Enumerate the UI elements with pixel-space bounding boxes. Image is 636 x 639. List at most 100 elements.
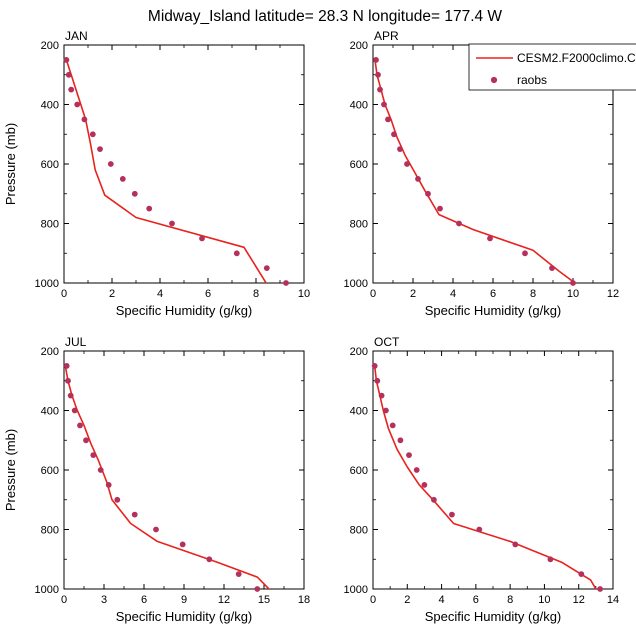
obs-point [397, 437, 404, 444]
obs-point [476, 526, 483, 533]
obs-point [254, 586, 261, 592]
x-tick-label: 2 [109, 288, 115, 300]
x-tick-label: 6 [205, 288, 211, 300]
legend-model-label: CESM2.F2000climo.C [517, 51, 636, 65]
y-tick-label: 200 [41, 346, 59, 358]
y-tick-label: 600 [350, 465, 368, 477]
panel-oct: 0 2 4 6 8 10 12 14 200 400 600 800 1000 OCT Specific H… [344, 335, 620, 624]
obs-point [63, 363, 70, 369]
obs-point [385, 116, 391, 123]
obs-point [389, 422, 396, 429]
obs-point [456, 220, 462, 227]
x-tick-label: 18 [298, 594, 310, 606]
obs-point [522, 250, 528, 257]
x-axis-label: Specific Humidity (g/kg) [116, 609, 253, 624]
y-tick-label: 600 [41, 465, 59, 477]
obs-point [65, 71, 72, 78]
x-tick-label: 0 [61, 288, 67, 300]
model-line [374, 59, 577, 283]
x-tick-label: 12 [573, 594, 585, 606]
obs-point [378, 392, 385, 399]
obs-point [431, 496, 437, 503]
x-tick-label: 6 [141, 594, 147, 606]
x-tick-label: 4 [439, 594, 445, 606]
x-tick-label: 10 [567, 288, 579, 300]
y-axis-label: Pressure (mb) [3, 429, 18, 511]
obs-point [65, 377, 71, 384]
obs-point [63, 57, 70, 63]
obs-point [406, 452, 412, 458]
obs-point [371, 363, 378, 369]
obs-point [83, 437, 89, 444]
x-tick-label: 0 [370, 594, 376, 606]
panel-apr: 0 2 4 6 8 10 12 200 400 600 800 1000 APR Specific Hum… [344, 29, 620, 318]
obs-point [512, 541, 519, 548]
plot-frame [63, 44, 305, 284]
x-axis-label: Specific Humidity (g/kg) [425, 303, 562, 318]
x-tick-label: 4 [450, 288, 456, 300]
obs-point [235, 571, 242, 577]
obs-point [114, 496, 121, 503]
y-tick-label: 1000 [344, 278, 368, 290]
model-line [64, 365, 271, 589]
obs-point [421, 482, 428, 488]
obs-point [105, 482, 112, 488]
y-tick-label: 400 [350, 100, 368, 112]
panel-label: JUL [65, 335, 87, 349]
y-tick-label: 800 [350, 219, 368, 231]
obs-point [413, 467, 420, 473]
obs-point [97, 467, 104, 473]
obs-point [233, 250, 240, 257]
x-tick-label: 10 [298, 288, 310, 300]
obs-point [81, 116, 88, 123]
x-axis-label: Specific Humidity (g/kg) [425, 609, 562, 624]
model-line [373, 365, 597, 589]
obs-point [283, 280, 289, 286]
obs-point [374, 377, 381, 384]
legend-marker-swatch [490, 76, 498, 84]
panel-label: JAN [65, 29, 88, 43]
figure-title: Midway_Island latitude= 28.3 N longitude… [148, 8, 503, 25]
obs-point [547, 556, 554, 563]
obs-point [206, 556, 213, 563]
x-tick-label: 12 [218, 594, 230, 606]
obs-point [487, 235, 493, 242]
y-tick-label: 200 [41, 40, 59, 52]
x-tick-label: 8 [253, 288, 259, 300]
obs-point [549, 265, 555, 271]
obs-point [97, 146, 103, 153]
obs-point [415, 176, 421, 182]
x-axis-label: Specific Humidity (g/kg) [116, 303, 253, 318]
obs-point [449, 511, 455, 518]
y-tick-label: 400 [350, 406, 368, 418]
obs-point [119, 176, 126, 182]
x-tick-label: 14 [607, 594, 619, 606]
obs-point [67, 392, 74, 399]
model-line [65, 59, 268, 283]
panel-jul: 0 3 6 9 12 15 18 200 400 600 800 1000 JUL Specific Hu… [3, 335, 310, 624]
obs-point [74, 101, 81, 108]
y-tick-label: 200 [350, 346, 368, 358]
obs-point [77, 422, 83, 429]
obs-point [153, 526, 159, 533]
y-tick-label: 400 [41, 100, 59, 112]
y-tick-label: 400 [41, 406, 59, 418]
obs-point [107, 161, 114, 167]
legend: CESM2.F2000climo.C raobs [468, 43, 636, 91]
y-tick-label: 800 [41, 219, 59, 231]
obs-point [381, 101, 387, 108]
obs-point [179, 541, 186, 548]
obs-point [169, 220, 175, 227]
obs-point [391, 131, 397, 138]
obs-point [131, 190, 138, 197]
legend-box [468, 43, 636, 91]
y-axis-label: Pressure (mb) [3, 123, 18, 205]
x-tick-label: 8 [507, 594, 513, 606]
panel-label: OCT [374, 335, 400, 349]
obs-point [377, 86, 383, 93]
x-tick-label: 0 [370, 288, 376, 300]
y-tick-label: 600 [350, 159, 368, 171]
x-tick-label: 4 [157, 288, 163, 300]
